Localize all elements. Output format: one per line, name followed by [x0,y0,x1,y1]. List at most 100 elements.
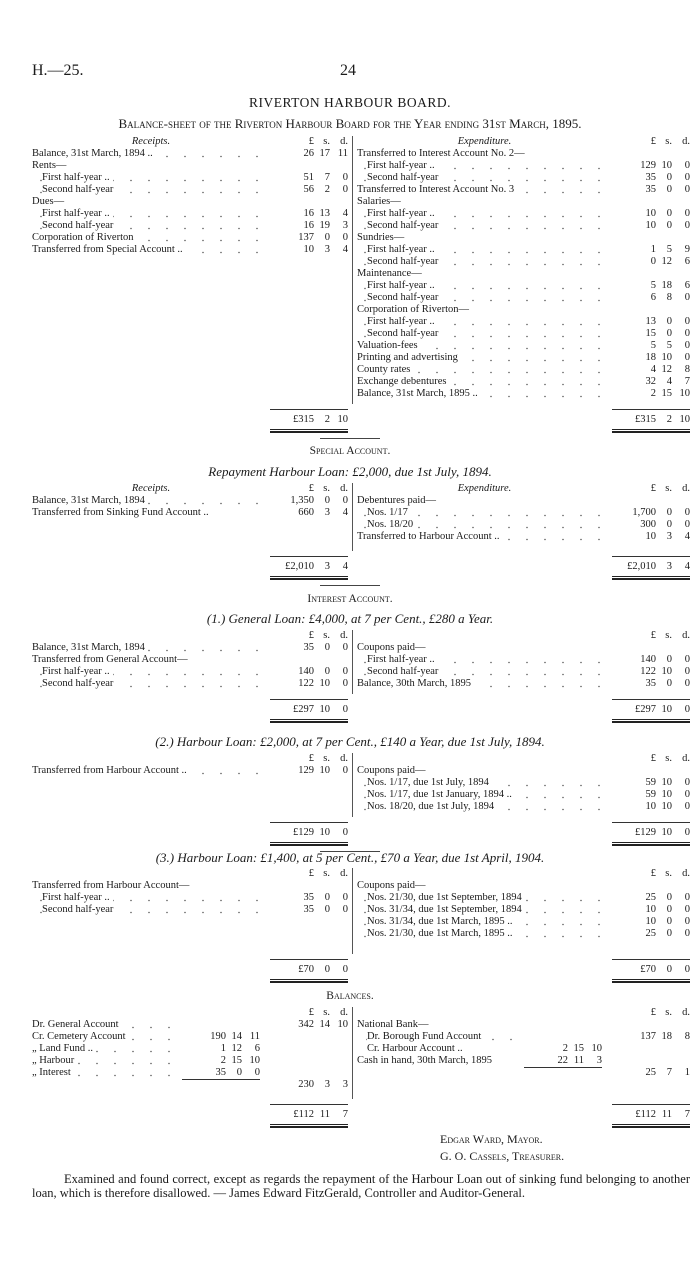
row-label-text: Nos. 1/17, due 1st January, 1894 .. [367,789,515,800]
row-label-text: Nos. 31/34, due 1st September, 1894 [367,904,525,915]
row-label-text: Valuation-fees [357,340,421,351]
currency-header-d: d. [682,868,690,879]
amount-L: 5 [650,280,656,291]
amount-L: 10 [303,244,315,255]
row-label: Nos. 18/20 [357,519,612,531]
amount: 25 7 1 [612,1067,691,1079]
currency-header-L: £ [308,1007,314,1018]
amount-d: 0 [342,642,348,653]
amount: 10 0 0 [612,904,691,916]
ledger-row: Nos. 1/17, due 1st January, 1894 .. 59 10 0 [357,789,690,801]
row-label: National Bank— [357,1019,524,1031]
right-column: £ s. d. Coupons paid— Nos. 21/30, due 1st Se… [352,868,690,954]
sub-amount: 190 14 11 [182,1031,260,1043]
sub-amount-s: 11 [573,1055,584,1066]
row-label: First half-year .. [357,160,612,172]
amount-s: 0 [324,642,330,653]
total-amount-s: 10 [661,704,673,715]
amount-s: 0 [666,916,672,927]
row-label-text: Second half-year [42,904,117,915]
amount-d: 0 [684,184,690,195]
currency-header-L: £ [308,753,314,764]
ledger-row: Balance, 30th March, 1895 35 0 0 [357,678,690,690]
row-label: Balance, 31st March, 1894 .. [32,148,270,160]
currency-header-L: £ [308,483,314,494]
empty-amount [270,1043,348,1055]
amount-L: 26 [303,148,315,159]
row-label: First half-year .. [357,280,612,292]
total-amount-s: 2 [666,414,672,425]
row-label: Balance, 31st March, 1894 [32,642,270,654]
total-right: £315 2 10 [612,404,690,433]
amount-d: 0 [342,232,348,243]
amount-d: 4 [684,531,690,542]
row-label-text: First half-year .. [367,280,438,291]
account-table: Receipts. £ s. d. Balance, 31st March, 1894 … [32,136,690,434]
empty-amount [612,304,690,316]
amount-d: 4 [342,244,348,255]
amount: 25 0 0 [612,892,691,904]
right-column: £ s. d. National Bank— Dr. Borough Fund Acco… [352,1007,690,1099]
amount-s: 5 [666,244,672,255]
ledger-row: „ Harbour 2 15 10 [32,1055,348,1067]
amount-d: 0 [684,316,690,327]
amount-L: 300 [640,519,656,530]
row-label: Corporation of Riverton— [357,304,612,316]
currency-header-d: d. [340,753,348,764]
amount-d: 0 [684,328,690,339]
double-rule [270,842,348,846]
row-label: Printing and advertising [357,352,612,364]
amount: 18 10 0 [612,352,691,364]
right-column: £ s. d. Coupons paid— Nos. 1/17, due 1st Jul… [352,753,690,817]
total-amount: £2,010 3 4 [270,561,348,573]
currency-header: £ s. d. [270,630,348,642]
row-label: Dr. General Account [32,1019,182,1031]
ledger-row: 25 7 1 [357,1067,690,1079]
section-separator [320,851,380,852]
total-amount-d: 0 [342,704,348,715]
amount-s: 3 [666,531,672,542]
ledger-row: Nos. 21/30, due 1st March, 1895 .. 25 0 0 [357,928,690,940]
currency-header-L: £ [308,868,314,879]
amount-d: 0 [342,678,348,689]
amount: 10 3 4 [270,244,349,256]
sub-amount-L: 35 [215,1067,227,1078]
amount-L: 1,350 [290,495,314,506]
currency-header: £ s. d. [612,136,690,148]
signature-mayor: Edgar Ward, Mayor. [440,1132,543,1146]
left-column: £ s. d. Balance, 31st March, 1894 35 0 0 Transf… [32,630,348,694]
sub-total-rule [182,1079,260,1080]
empty-amount [612,148,690,160]
row-label: Rents— [32,160,270,172]
amount-d: 3 [342,220,348,231]
row-label-text: Balance, 30th March, 1895 [357,678,475,689]
currency-header-L: £ [650,483,656,494]
total-amount: £112 11 7 [270,1109,348,1121]
ledger-row: Second half-year 56 2 0 [32,184,348,196]
empty-amount [612,232,690,244]
sub-amount-L: 1 [220,1043,226,1054]
ledger-row: Balance, 31st March, 1895 .. 2 15 10 [357,388,690,400]
amount-s: 18 [661,1031,673,1042]
row-label-text: Transferred from Harbour Account— [32,880,193,891]
total-rule [270,556,348,557]
amount-d: 0 [684,789,690,800]
sub-amount-d: 6 [254,1043,260,1054]
total-amount-d: 0 [342,964,348,975]
section-heading: Special Account. [309,445,391,457]
total-amount-L: £297 [635,704,656,715]
amount-s: 12 [661,256,673,267]
currency-header-d: d. [340,630,348,641]
row-label: Nos. 18/20, due 1st July, 1894 [357,801,612,813]
total-left: £297 10 0 [270,694,348,723]
amount: 35 0 0 [612,678,691,690]
total-amount: £129 10 0 [612,827,690,839]
amount: 1,350 0 0 [270,495,348,507]
amount-s: 3 [324,244,330,255]
ledger-row: Sundries— [357,232,690,244]
amount-L: 16 [303,220,315,231]
column-caption [357,753,612,765]
row-label: Cr. Cemetery Account [32,1031,182,1043]
amount: 59 10 0 [612,789,691,801]
currency-header-d: d. [682,753,690,764]
